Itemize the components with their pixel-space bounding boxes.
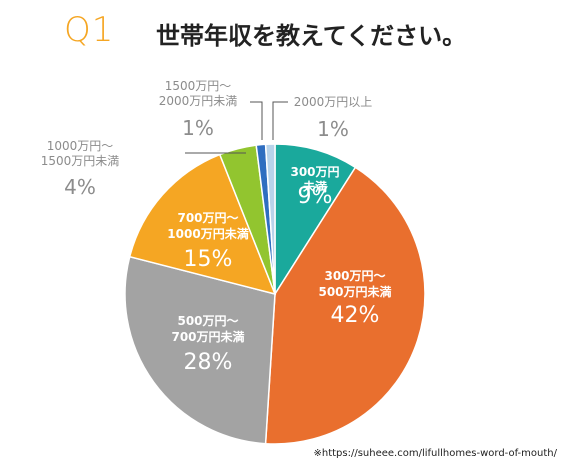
slice-label-4: 1000万円～ 1500万円未満 — [41, 139, 120, 168]
slice-value-6: 1% — [317, 117, 349, 141]
slice-value-5: 1% — [182, 116, 214, 140]
slice-value-0: 9% — [298, 184, 333, 209]
question-number: Q1 — [64, 10, 115, 50]
slice-label-5: 1500万円～ 2000万円未満 — [159, 79, 238, 108]
slice-label-2: 500万円～ 700万円未満 — [171, 314, 244, 344]
slice-label-1: 300万円～ 500万円未満 — [318, 269, 391, 299]
chart-title: 世帯年収を教えてください。 — [156, 22, 467, 50]
pie-slice-1 — [264, 166, 426, 445]
slice-label-0: 300万円未満 — [290, 165, 339, 194]
pie-slice-2 — [124, 255, 276, 445]
slice-value-3: 15% — [184, 247, 233, 272]
pie-slice-0 — [274, 143, 357, 297]
slice-value-2: 28% — [184, 350, 233, 375]
slice-value-1: 42% — [331, 303, 380, 328]
slice-label-6: 2000万円以上 — [294, 95, 373, 109]
pie-slice-6 — [264, 143, 276, 295]
slice-value-4: 4% — [64, 175, 96, 199]
leader-line-6 — [272, 101, 288, 140]
slice-label-3: 700万円～ 1000万円未満 — [167, 211, 248, 241]
leader-line-5 — [250, 101, 263, 140]
pie-slice-3 — [128, 153, 277, 296]
source-note: ※https://suheee.com/lifullhomes-word-of-… — [313, 448, 557, 459]
